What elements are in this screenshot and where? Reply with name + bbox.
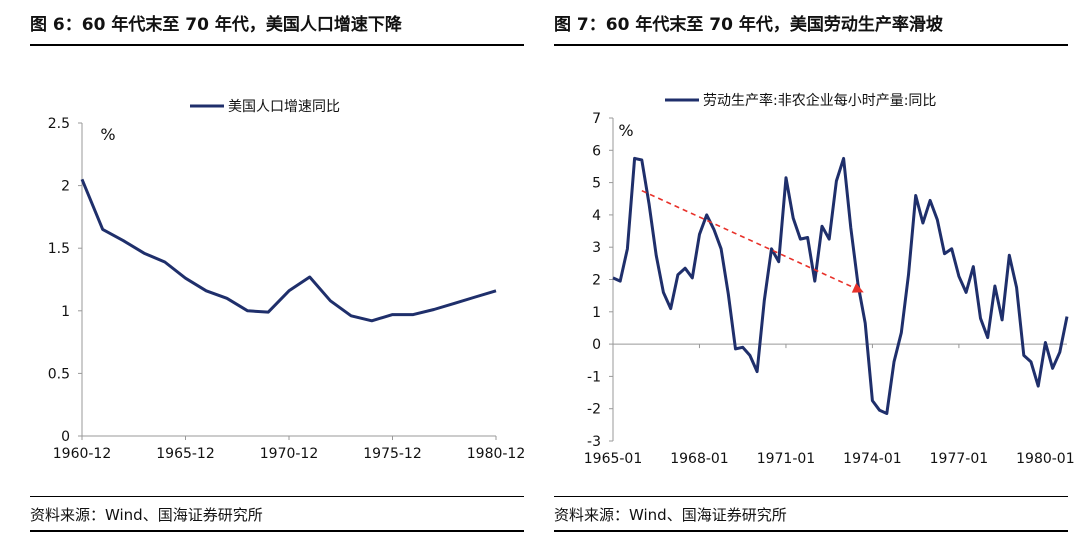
footer-rule [30,530,524,532]
y-tick-label: 1.5 [48,241,70,257]
y-tick-label: 4 [592,208,601,224]
y-tick-label: -3 [587,434,601,450]
y-tick-label: -2 [587,402,601,418]
x-tick-label: 1965-12 [156,446,215,462]
population-growth-chart: 0 0.5 1 1.5 2 2.5 1960-12 1965-12 1970-12 1975-12… [48,99,526,462]
x-tick-label: 1965-01 [584,451,643,467]
y-tick-label: 6 [592,143,601,159]
y-tick-label: 0 [61,429,70,445]
x-tick-label: 1960-12 [53,446,112,462]
top-rule [554,44,1068,46]
y-tick-label: 2 [592,273,601,289]
unit-label: % [100,125,115,144]
y-tick-label: 2 [61,179,70,195]
x-tick-label: 1980-12 [467,446,526,462]
legend-label: 劳动生产率:非农企业每小时产量:同比 [703,92,936,109]
x-tick-label: 1970-12 [260,446,319,462]
source-note: 资料来源：Wind、国海证券研究所 [554,506,787,524]
labor-productivity-chart: -3 -2 -1 0 1 2 3 4 5 6 7 1965-01 1968-01 1971-01 1974-… [584,92,1075,467]
y-tick-label: 3 [592,240,601,256]
x-tick-label: 1968-01 [670,451,729,467]
right-panel: 图 7：60 年代末至 70 年代，美国劳动生产率滑坡 -3 -2 -1 0 1 2 3 4 5… [540,0,1080,538]
bottom-rule [30,496,524,497]
legend-label: 美国人口增速同比 [228,99,340,115]
source-note: 资料来源：Wind、国海证券研究所 [30,506,263,524]
x-tick-label: 1975-12 [363,446,422,462]
y-tick-label: 7 [592,111,601,127]
top-rule [30,44,524,46]
y-tick-label: -1 [587,369,601,385]
y-tick-label: 1 [592,305,601,321]
x-tick-label: 1980-01 [1016,451,1074,467]
y-tick-label: 0 [592,337,601,353]
y-tick-label: 5 [592,176,601,192]
footer-rule [554,530,1068,532]
x-tick-label: 1971-01 [757,451,816,467]
series-line [612,156,1069,415]
y-tick-label: 2.5 [48,116,70,132]
figure-6-title: 图 6：60 年代末至 70 年代，美国人口增速下降 [30,15,402,35]
bottom-rule [554,496,1068,497]
left-panel: 图 6：60 年代末至 70 年代，美国人口增速下降 0 0.5 1 1.5 2 2.5 1… [30,15,526,532]
trend-arrow-head [851,283,864,293]
y-tick-label: 0.5 [48,366,70,382]
figure-7-title: 图 7：60 年代末至 70 年代，美国劳动生产率滑坡 [554,15,943,35]
trend-arrow-line [641,189,859,291]
y-tick-label: 1 [61,304,70,320]
x-tick-label: 1977-01 [930,451,989,467]
series-line [80,178,497,323]
unit-label: % [618,121,633,140]
x-tick-label: 1974-01 [843,451,902,467]
